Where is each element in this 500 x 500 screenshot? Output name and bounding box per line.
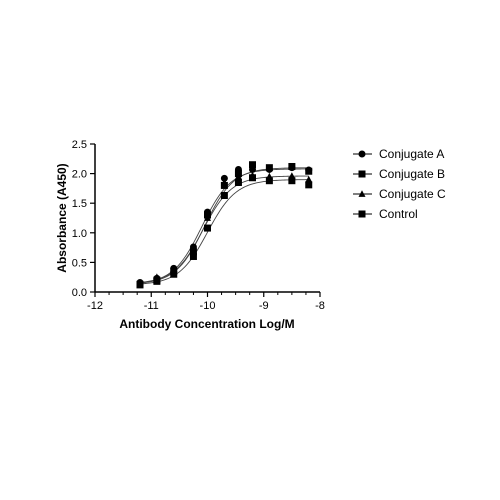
y-tick-label: 0.5 — [72, 257, 87, 269]
data-point — [189, 245, 197, 253]
data-point — [220, 181, 228, 189]
data-point — [288, 177, 296, 185]
y-tick-label: 1.0 — [72, 228, 87, 240]
legend-label: Conjugate A — [379, 147, 444, 161]
data-point — [189, 252, 197, 260]
data-point — [305, 167, 313, 175]
data-point — [249, 174, 256, 182]
data-point — [265, 177, 273, 185]
x-axis-title: Antibody Concentration Log/M — [119, 317, 294, 331]
legend: Conjugate A Conjugate B Conjugate C Control — [353, 147, 446, 221]
data-points — [136, 161, 313, 289]
data-point — [234, 178, 242, 186]
fit-curve — [139, 179, 309, 285]
x-tick-label: -9 — [259, 300, 269, 312]
legend-marker — [358, 190, 366, 197]
data-point — [153, 277, 161, 285]
data-point — [204, 224, 211, 232]
x-tick-label: -11 — [144, 300, 159, 312]
y-tick-label: 2.5 — [72, 139, 87, 151]
data-point — [249, 161, 256, 169]
legend-marker — [358, 170, 366, 178]
data-point — [170, 265, 178, 273]
y-tick-label: 0.0 — [72, 287, 87, 299]
legend-marker — [358, 210, 366, 218]
data-point — [234, 172, 242, 180]
x-tick-label: -10 — [200, 300, 216, 312]
legend-label: Control — [379, 207, 418, 221]
x-tick-label: -12 — [87, 300, 103, 312]
legend-label: Conjugate B — [379, 167, 445, 181]
data-point — [265, 164, 273, 172]
data-point — [288, 162, 296, 170]
y-axis-title: Absorbance (A450) — [55, 163, 69, 272]
fit-curve — [139, 167, 309, 284]
data-point — [305, 181, 313, 189]
data-point — [305, 175, 313, 183]
data-point — [136, 281, 144, 289]
data-point — [204, 214, 211, 221]
legend-marker — [358, 150, 366, 158]
y-tick-label: 2.0 — [72, 169, 87, 181]
data-point — [220, 192, 228, 200]
y-tick-label: 1.5 — [72, 198, 87, 210]
axes: -12 -11 -10 -9 -8 0.0 0.5 1.0 1.5 2.0 2.5 — [72, 139, 325, 312]
data-point — [288, 172, 296, 179]
data-point — [220, 174, 228, 182]
data-point — [170, 270, 178, 278]
legend-label: Conjugate C — [379, 187, 446, 201]
x-tick-label: -8 — [315, 300, 325, 312]
data-point — [220, 178, 228, 186]
